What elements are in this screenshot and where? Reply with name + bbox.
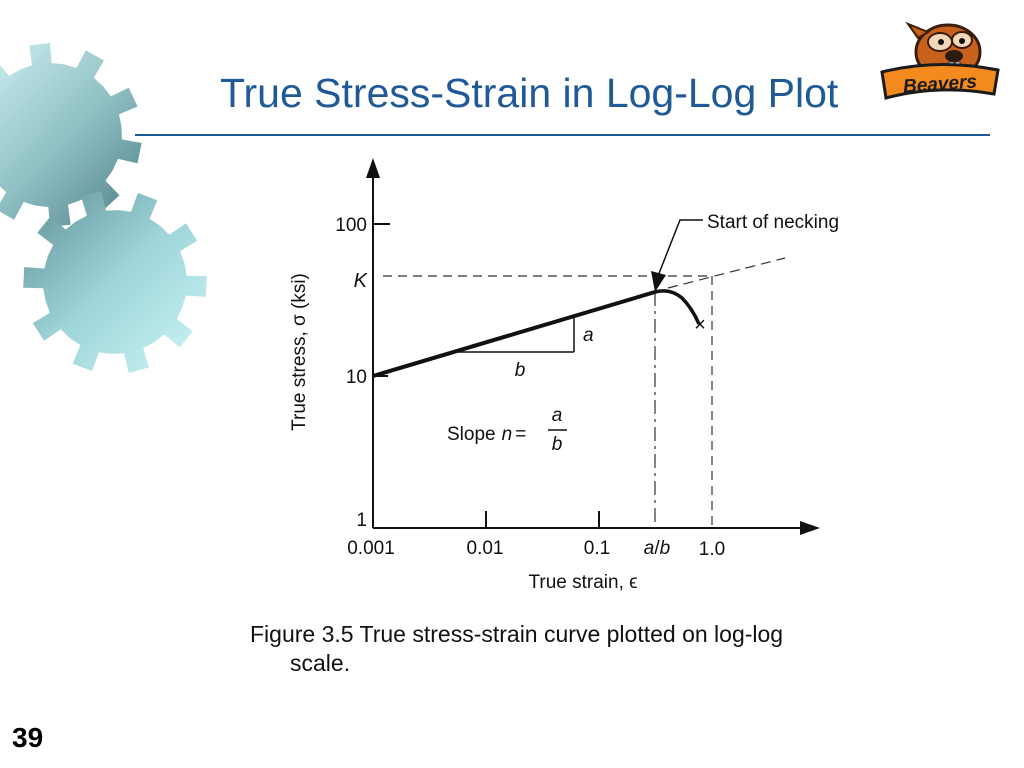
triangle-label-a: a bbox=[583, 325, 594, 346]
y-axis-arrow bbox=[366, 158, 380, 178]
x-tick-b: b bbox=[660, 538, 671, 559]
slope-n: n bbox=[502, 424, 513, 445]
gear-bottom bbox=[23, 191, 207, 373]
beaver-mascot-icon bbox=[905, 21, 982, 81]
x-tick-label-1.0: 1.0 bbox=[699, 539, 725, 560]
stress-strain-line bbox=[372, 290, 656, 378]
y-tick-label-10: 10 bbox=[346, 367, 367, 388]
x-tick-slash: / bbox=[654, 538, 660, 559]
slope-eq: = bbox=[515, 424, 526, 445]
slide-number: 39 bbox=[12, 722, 44, 753]
slope-label: Slope n = bbox=[447, 424, 526, 445]
extrapolation-dashed-line bbox=[667, 257, 786, 289]
slope-numerator: a bbox=[552, 405, 563, 426]
x-axis-label: True strain, ϵ bbox=[528, 572, 637, 593]
x-axis-arrow bbox=[800, 521, 820, 535]
logo-text: Beavers bbox=[902, 71, 977, 97]
caption-line-1: Figure 3.5 True stress-strain curve plot… bbox=[250, 621, 784, 647]
x-tick-label-a-over-b: a/b bbox=[644, 538, 670, 559]
beavers-logo: Beavers bbox=[880, 21, 1000, 100]
y-tick-label-100: 100 bbox=[335, 215, 367, 236]
fracture-mark: × bbox=[694, 314, 706, 336]
slope-denominator: b bbox=[552, 434, 563, 455]
necking-leader-line bbox=[657, 219, 703, 277]
x-tick-label-0.1: 0.1 bbox=[584, 538, 610, 559]
y-axis-label: True stress, σ (ksi) bbox=[289, 273, 310, 431]
figure-caption: Figure 3.5 True stress-strain curve plot… bbox=[250, 620, 950, 678]
x-tick-label-0.001: 0.001 bbox=[347, 538, 395, 559]
triangle-label-b: b bbox=[515, 360, 526, 381]
title-divider bbox=[135, 134, 990, 136]
necking-arrowhead bbox=[651, 271, 666, 292]
gear-top bbox=[0, 43, 142, 227]
y-tick-label-1: 1 bbox=[356, 510, 367, 531]
slide-title: True Stress-Strain in Log-Log Plot bbox=[220, 70, 839, 116]
x-tick-a: a bbox=[644, 538, 655, 559]
necking-annotation: Start of necking bbox=[707, 212, 839, 233]
y-tick-label-k: K bbox=[354, 270, 369, 292]
gears-icon bbox=[0, 43, 207, 373]
necking-curve bbox=[654, 289, 701, 325]
caption-line-2: scale. bbox=[290, 650, 351, 676]
x-tick-label-0.01: 0.01 bbox=[467, 538, 504, 559]
slope-word: Slope bbox=[447, 424, 496, 445]
